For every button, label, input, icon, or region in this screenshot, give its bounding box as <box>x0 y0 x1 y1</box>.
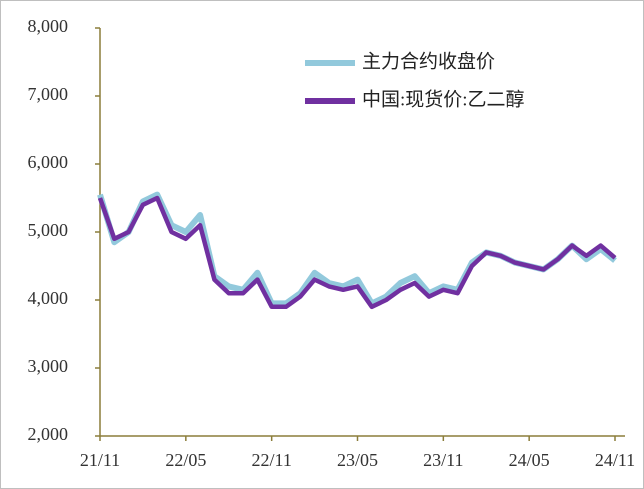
y-tick-label: 6,000 <box>28 152 69 172</box>
y-tick-label: 5,000 <box>28 220 69 240</box>
x-tick-label: 22/11 <box>251 450 291 470</box>
series-line <box>97 195 617 310</box>
x-tick-label: 22/05 <box>165 450 206 470</box>
y-tick-label: 4,000 <box>28 288 69 308</box>
y-tick-label: 8,000 <box>28 16 69 36</box>
x-tick-label: 23/11 <box>423 450 463 470</box>
x-tick-label: 24/05 <box>509 450 550 470</box>
legend-label: 主力合约收盘价 <box>362 50 495 72</box>
x-tick-label: 21/11 <box>80 450 120 470</box>
y-tick-label: 7,000 <box>28 84 69 104</box>
legend-label: 中国:现货价:乙二醇 <box>362 88 525 110</box>
y-tick-label: 2,000 <box>28 424 69 444</box>
x-tick-label: 23/05 <box>337 450 378 470</box>
y-tick-label: 3,000 <box>28 356 69 376</box>
x-tick-label: 24/11 <box>595 450 635 470</box>
